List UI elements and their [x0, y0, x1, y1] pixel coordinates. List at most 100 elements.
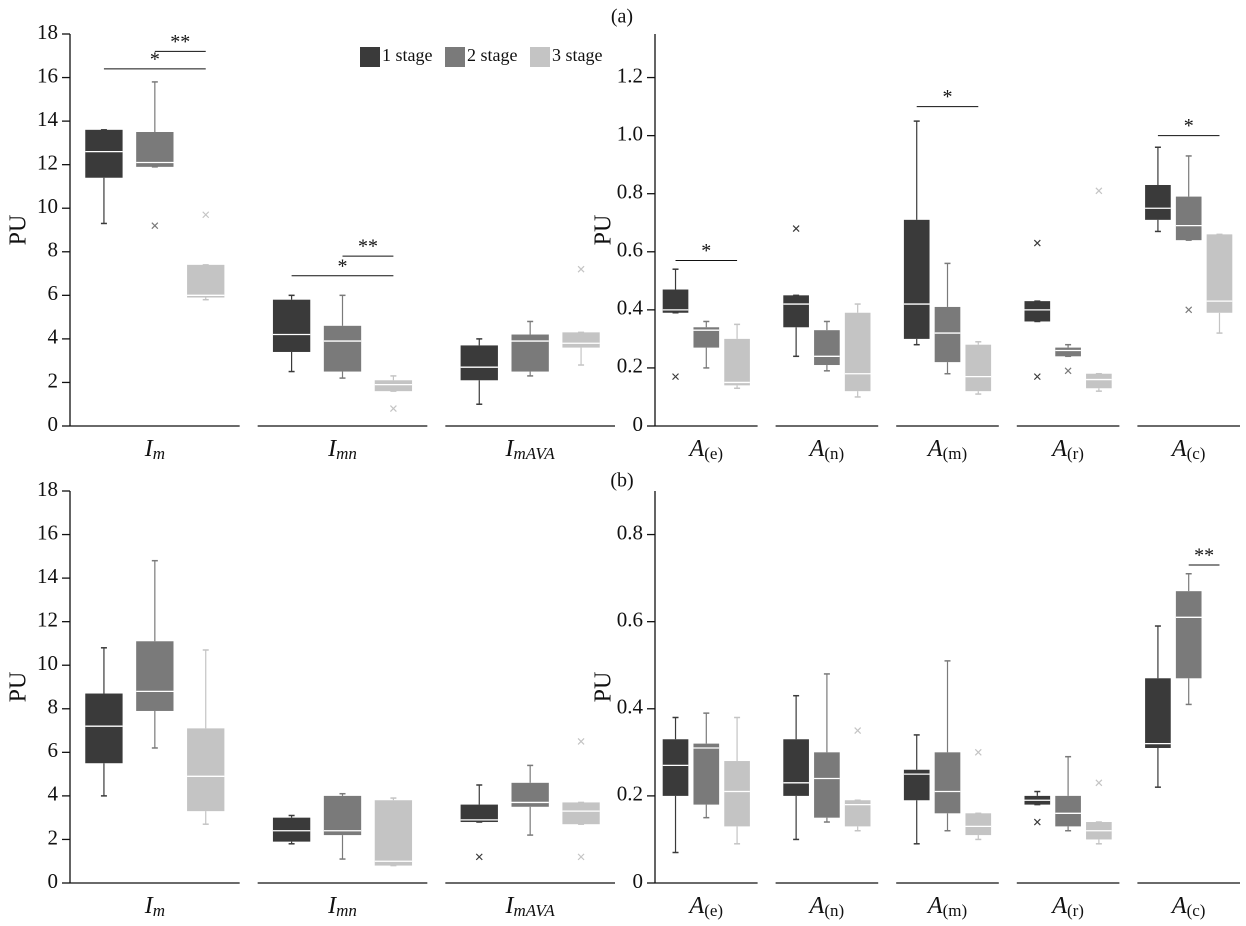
box — [965, 344, 992, 392]
box — [693, 327, 720, 348]
legend-swatch — [360, 47, 380, 67]
box — [272, 299, 311, 352]
box — [272, 817, 311, 842]
significance-label: ** — [170, 31, 190, 53]
y-tick-label: 14 — [37, 564, 59, 588]
category-base: A — [1170, 893, 1187, 919]
box — [783, 739, 809, 796]
y-tick-label: 1.0 — [617, 121, 643, 145]
category-base: A — [1050, 436, 1067, 462]
box — [1055, 795, 1081, 827]
outlier — [854, 727, 862, 734]
box — [662, 289, 689, 313]
x-tick-label: A(c) — [1170, 893, 1206, 921]
y-tick-label: 0.4 — [617, 296, 644, 320]
box — [187, 728, 225, 812]
category-base: I — [327, 436, 337, 462]
x-tick-label: ImAVA — [505, 893, 556, 921]
outlier — [151, 222, 159, 230]
box — [136, 641, 174, 711]
x-tick-label: A(r) — [1050, 436, 1084, 464]
outlier — [577, 265, 585, 273]
box — [562, 332, 600, 348]
category-base: A — [808, 893, 825, 919]
y-tick-label: 10 — [37, 651, 58, 675]
x-tick-label: Im — [144, 893, 165, 921]
box — [934, 306, 961, 363]
y-tick-label: 0 — [48, 412, 59, 436]
y-tick-label: 0.2 — [617, 782, 643, 806]
box — [136, 132, 174, 167]
y-tick-label: 0 — [633, 412, 644, 436]
category-subscript: m — [153, 444, 165, 463]
box — [1206, 234, 1233, 313]
outlier — [672, 373, 679, 381]
box — [374, 800, 413, 866]
outlier — [577, 738, 585, 745]
box — [724, 338, 750, 386]
outlier — [1033, 818, 1041, 826]
category-subscript: (n) — [824, 444, 844, 463]
category-base: I — [505, 436, 515, 462]
category-base: A — [926, 436, 943, 462]
box — [783, 295, 809, 328]
box — [693, 743, 720, 805]
box — [460, 345, 498, 381]
outlier — [577, 853, 585, 861]
category-base: I — [327, 893, 337, 919]
significance-label: * — [943, 86, 953, 108]
panel-label: (a) — [611, 6, 633, 28]
x-tick-label: Imn — [327, 893, 357, 921]
significance-label: * — [1184, 115, 1194, 137]
y-tick-label: 18 — [37, 20, 58, 44]
box — [1055, 347, 1081, 357]
legend-label: 1 stage — [382, 45, 432, 65]
legend-label: 3 stage — [552, 45, 602, 65]
box — [1145, 184, 1171, 220]
y-tick-label: 0.2 — [617, 354, 643, 378]
category-subscript: (m) — [943, 444, 968, 463]
outlier — [389, 405, 397, 413]
box — [187, 264, 225, 298]
y-tick-label: 4 — [48, 325, 59, 349]
category-base: A — [1050, 893, 1067, 919]
y-axis-label: PU — [6, 215, 32, 246]
legend-swatch — [530, 47, 550, 67]
y-tick-label: 14 — [37, 107, 59, 131]
outlier — [475, 853, 483, 861]
x-tick-label: ImAVA — [505, 436, 556, 464]
x-tick-label: A(c) — [1170, 436, 1206, 464]
outlier — [1033, 239, 1041, 247]
x-tick-label: A(e) — [688, 436, 724, 464]
outlier — [1185, 306, 1193, 314]
x-tick-label: A(e) — [688, 893, 724, 921]
box — [1175, 196, 1202, 241]
box — [1145, 678, 1171, 748]
y-tick-label: 6 — [48, 738, 59, 762]
category-subscript: mAVA — [514, 444, 556, 463]
outlier — [1095, 779, 1103, 787]
y-tick-label: 16 — [37, 520, 58, 544]
y-tick-label: 12 — [37, 607, 58, 631]
x-tick-label: A(m) — [926, 893, 967, 921]
box — [965, 813, 992, 836]
y-tick-label: 0.8 — [617, 520, 643, 544]
legend-label: 2 stage — [467, 45, 517, 65]
category-base: A — [1170, 436, 1187, 462]
y-tick-label: 12 — [37, 150, 58, 174]
category-subscript: (c) — [1187, 901, 1206, 920]
category-base: A — [926, 893, 943, 919]
x-tick-label: A(n) — [808, 893, 845, 921]
significance-label: ** — [1194, 545, 1214, 567]
outlier — [1033, 373, 1041, 381]
y-tick-label: 16 — [37, 63, 58, 87]
y-tick-label: 0.6 — [617, 607, 643, 631]
box — [814, 752, 840, 818]
category-subscript: (r) — [1067, 901, 1084, 920]
significance-label: ** — [358, 236, 378, 258]
outlier — [202, 211, 210, 219]
box — [85, 693, 123, 764]
category-subscript: mn — [336, 901, 357, 920]
category-subscript: (m) — [943, 901, 968, 920]
